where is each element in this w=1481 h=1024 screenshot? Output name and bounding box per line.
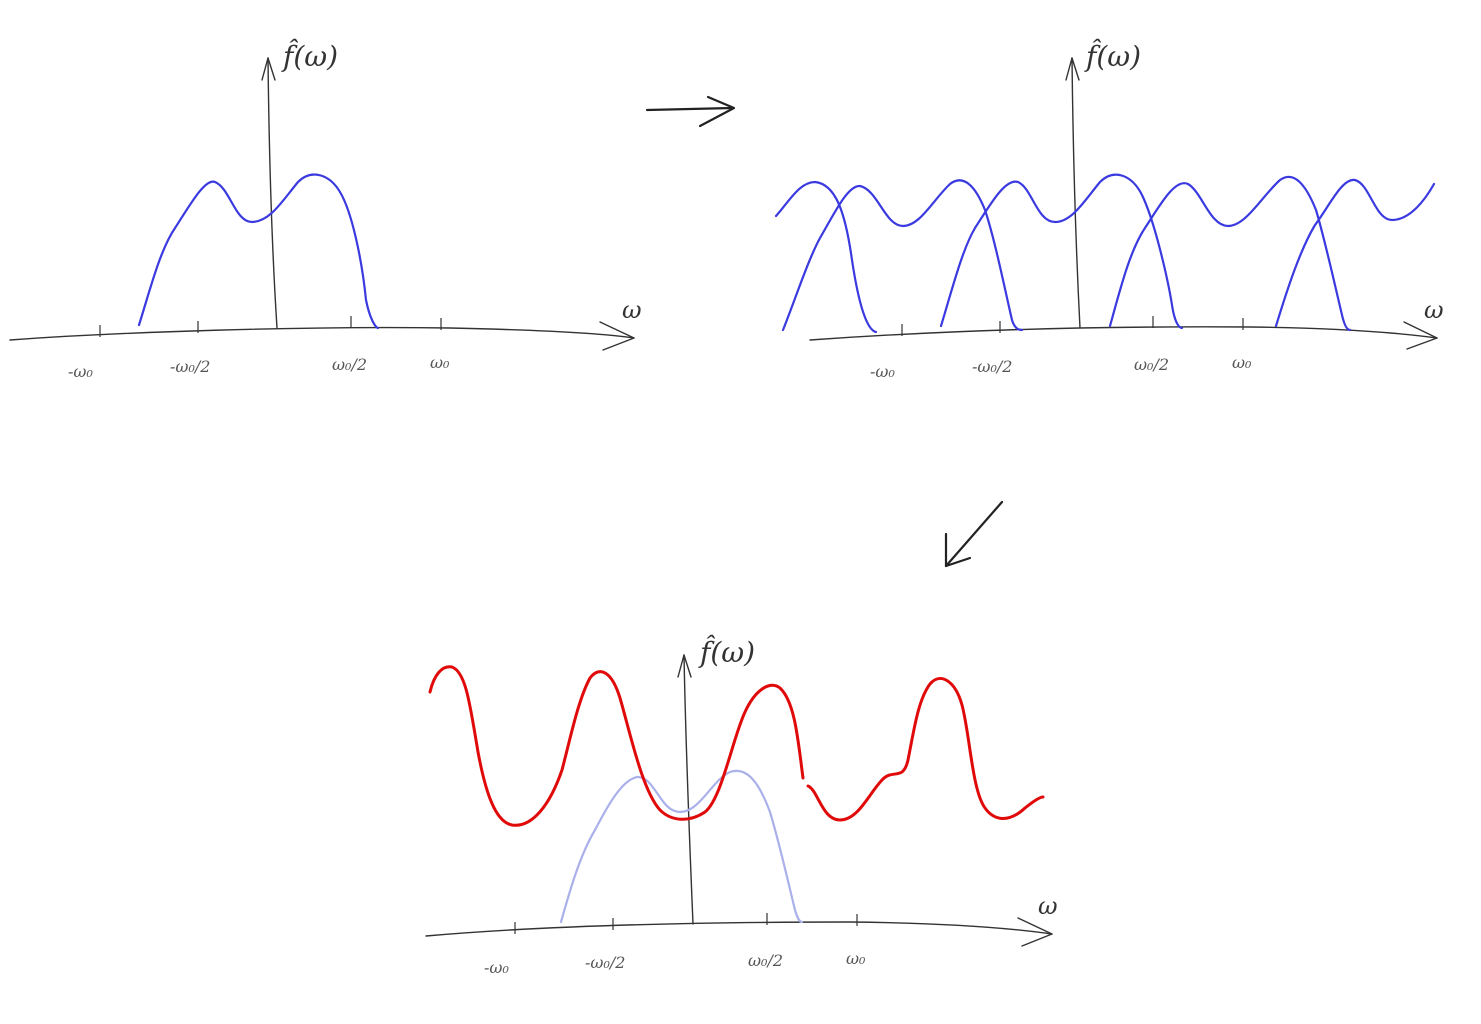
y-axis [1071,57,1081,329]
x-axis-arrowhead [1403,321,1438,350]
panel-original: -ω₀ -ω₀/2 ω₀/2 ω₀ f̂(ω) ω [9,39,642,381]
tick-label-neg-half-w0: -ω₀/2 [972,357,1012,376]
flow-arrow-down-left [944,500,1004,568]
y-axis [267,57,278,329]
y-axis-arrowhead [1065,57,1080,81]
tick-label-half-w0: ω₀/2 [332,355,367,374]
replica-2 [781,179,1024,332]
x-axis-label: ω [1038,892,1058,920]
y-axis-label: f̂(ω) [698,635,755,669]
replica-4 [1108,175,1352,332]
faded-original-spectrum-curve [559,769,804,924]
tick-label-neg-w0: -ω₀ [484,958,509,977]
tick-label-half-w0: ω₀/2 [748,951,783,970]
y-axis-label: f̂(ω) [1084,39,1141,73]
y-axis-arrowhead [261,57,276,81]
y-axis-label: f̂(ω) [281,39,338,73]
tick-label-w0: ω₀ [1232,353,1252,372]
x-axis-label: ω [622,296,642,324]
x-axis [425,921,1053,937]
tick-label-neg-w0: -ω₀ [870,362,895,381]
y-axis-arrowhead [677,654,692,678]
tick-label-half-w0: ω₀/2 [1134,355,1169,374]
replica-5 [1274,178,1436,328]
tick-label-neg-half-w0: -ω₀/2 [170,357,210,376]
aliased-sum-curve [428,665,805,827]
panel-replicated: -ω₀ -ω₀/2 ω₀/2 ω₀ f̂(ω) ω [774,39,1444,381]
tick-label-w0: ω₀ [846,949,866,968]
tick-label-neg-w0: -ω₀ [68,362,93,381]
x-axis-label: ω [1424,296,1444,324]
replica-3 [939,173,1184,330]
x-axis-arrowhead [1017,917,1053,947]
x-axis [9,326,635,341]
replica-1 [774,180,878,334]
tick-label-w0: ω₀ [430,353,450,372]
spectrum-replicas [774,173,1436,334]
x-axis [809,326,1438,341]
panel-aliased: -ω₀ -ω₀/2 ω₀/2 ω₀ f̂(ω) ω [425,635,1058,977]
aliased-sum-curve-continued [806,677,1045,822]
flow-arrow-right [645,95,736,128]
y-axis [683,654,694,925]
tick-label-neg-half-w0: -ω₀/2 [585,953,625,972]
x-axis-arrowhead [599,321,635,351]
original-spectrum-curve [137,173,380,330]
